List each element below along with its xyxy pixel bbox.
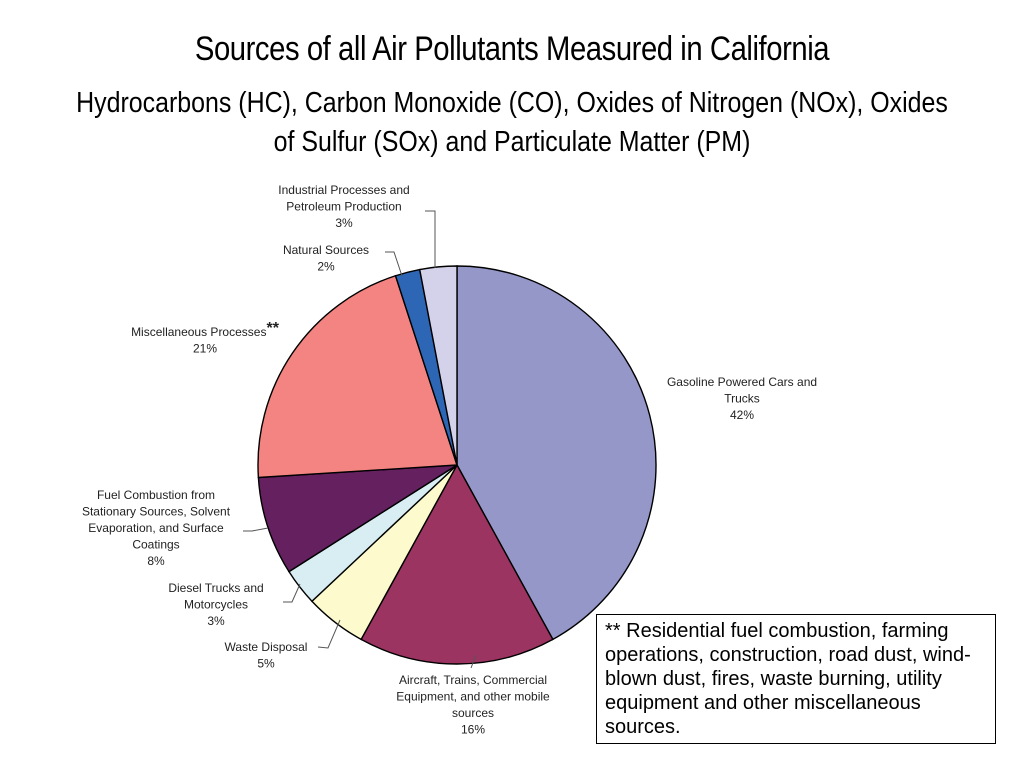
leader-line-4 <box>243 527 269 532</box>
slice-label-5: Miscellaneous Processes** 21% <box>131 320 280 356</box>
slice-label-1: Aircraft, Trains, Commercial Equipment, a… <box>396 673 550 737</box>
slice-label-0: Gasoline Powered Cars and Trucks 42% <box>667 375 817 422</box>
pie-slice-4 <box>257 464 458 573</box>
footnote-box: ** Residential fuel combustion, farming … <box>596 614 996 744</box>
pie-slice-7 <box>418 265 458 466</box>
slice-label-2: Waste Disposal 5% <box>225 640 308 671</box>
leader-line-2 <box>317 619 341 649</box>
chart-subtitle: Hydrocarbons (HC), Carbon Monoxide (CO),… <box>76 87 948 158</box>
leader-line-3 <box>283 583 301 603</box>
slice-label-7: Industrial Processes and Petroleum Produc… <box>278 183 409 230</box>
slice-label-6: Natural Sources 2% <box>283 243 369 274</box>
slice-label-3: Diesel Trucks and Motorcycles 3% <box>168 581 263 628</box>
slice-label-4: Fuel Combustion from Stationary Sources, … <box>82 488 231 568</box>
leader-line-6 <box>385 251 403 277</box>
leader-line-1 <box>470 654 477 669</box>
pie-slice-1 <box>360 463 554 665</box>
leader-line-7 <box>425 210 436 268</box>
pie-slice-0 <box>456 265 657 641</box>
chart-title: Sources of all Air Pollutants Measured i… <box>194 30 830 68</box>
pie-slice-5 <box>257 274 458 479</box>
